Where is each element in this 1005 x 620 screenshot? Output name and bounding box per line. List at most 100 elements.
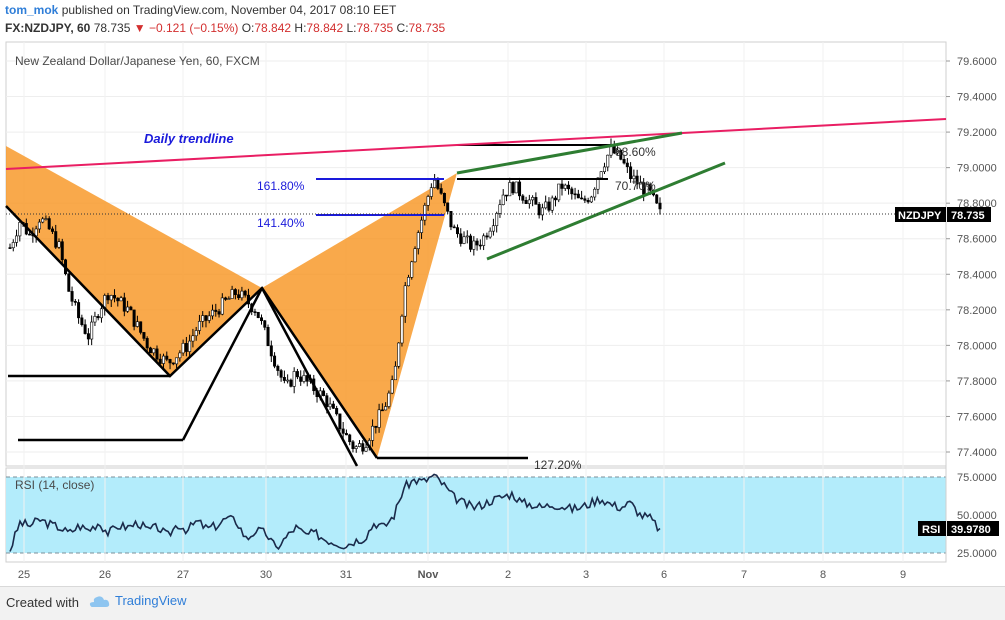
candle-body — [47, 218, 51, 230]
candle-body — [256, 311, 260, 319]
candle-body — [295, 371, 299, 378]
fib-161-label: 161.80% — [257, 179, 305, 193]
author-name[interactable]: tom_mok — [5, 3, 59, 17]
daily-trendline[interactable] — [5, 118, 947, 170]
candle-body — [586, 200, 590, 203]
candle-body — [119, 297, 123, 302]
rsi-title: RSI (14, close) — [15, 478, 94, 492]
price-chart[interactable]: New Zealand Dollar/Japanese Yen, 60, FXC… — [0, 0, 1005, 586]
time-tick-label: 25 — [18, 569, 30, 581]
candle-body — [129, 306, 133, 311]
candle-body — [175, 357, 179, 365]
candle-body — [557, 183, 561, 201]
candle-body — [567, 184, 571, 190]
candle-body — [273, 355, 277, 367]
candle-body — [116, 297, 120, 302]
candle-body — [233, 289, 237, 295]
candle-body — [93, 316, 97, 323]
candle-body — [580, 197, 584, 200]
candle-body — [148, 347, 152, 354]
candle-body — [384, 406, 388, 411]
candle-body — [397, 342, 401, 367]
time-tick-label: 9 — [900, 569, 906, 581]
price-tick-label: 79.6000 — [957, 56, 997, 68]
time-tick-label: 31 — [340, 569, 352, 581]
fib-127-label: 127.20% — [534, 458, 582, 472]
candle-body — [452, 226, 456, 229]
candle-body — [60, 241, 64, 261]
candle-body — [371, 425, 375, 441]
candle-body — [168, 359, 172, 364]
candle-body — [550, 197, 554, 211]
candle-body — [266, 327, 270, 347]
candle-body — [488, 230, 492, 238]
candle-body — [227, 298, 231, 300]
candle-body — [374, 425, 378, 428]
price-tag-value: 78.735 — [951, 210, 985, 222]
candle-body — [197, 321, 201, 331]
candle-body — [113, 295, 117, 299]
rsi-tag-label-bg — [918, 521, 946, 536]
pattern-leg-down — [260, 287, 359, 467]
candle-body — [380, 409, 384, 412]
candle-body — [632, 175, 636, 180]
time-axis-labels: 25 26 27 30 31 Nov 2 3 6 7 8 9 — [18, 569, 906, 581]
price-axis[interactable] — [946, 42, 1005, 562]
candle-body — [96, 316, 100, 319]
candle-body — [341, 428, 345, 434]
candle-body — [325, 395, 329, 408]
time-tick-label: 3 — [583, 569, 589, 581]
candle-body — [155, 348, 159, 360]
time-tick-label: 6 — [661, 569, 667, 581]
candle-body — [57, 241, 61, 248]
candle-body — [498, 204, 502, 214]
candle-body — [207, 315, 211, 321]
candle-body — [521, 195, 525, 201]
candle-body — [508, 182, 512, 197]
price-tick-label: 79.4000 — [957, 92, 997, 104]
tradingview-cloud-icon — [89, 596, 110, 607]
candle-body — [302, 375, 306, 382]
candle-body — [482, 235, 486, 246]
channel-upper-line[interactable] — [456, 131, 683, 175]
candle-body — [459, 233, 463, 244]
candle-body — [289, 379, 293, 387]
candle-body — [158, 358, 162, 364]
candle-body — [184, 343, 188, 352]
candle-body — [616, 149, 620, 154]
channel-lower-line[interactable] — [486, 161, 726, 261]
price-tick-label: 78.4000 — [957, 269, 997, 281]
rsi-band — [6, 477, 946, 553]
rsi-line-group — [9, 473, 661, 552]
candle-body — [181, 343, 185, 354]
candle-body — [433, 179, 437, 188]
candle-body — [560, 183, 564, 189]
price-tag-label: NZDJPY — [898, 210, 942, 222]
candle-body — [73, 301, 77, 303]
rsi-tag-label: RSI — [922, 524, 940, 536]
price-axis-labels: 77.4000 77.6000 77.8000 78.0000 78.2000 78.40… — [946, 56, 997, 560]
candle-body — [357, 443, 361, 447]
candle-body — [269, 345, 273, 357]
rsi-tag-value: 39.9780 — [951, 524, 991, 536]
candle-body — [602, 166, 606, 172]
tradingview-link[interactable]: TradingView — [115, 593, 187, 608]
candle-body — [54, 231, 58, 248]
pattern-zigzag — [5, 205, 379, 459]
fib-141-label: 141.40% — [257, 216, 305, 230]
candle-body — [638, 182, 642, 185]
candle-body — [583, 198, 587, 201]
candle-body — [194, 330, 198, 337]
candle-body — [622, 159, 626, 164]
close-label: C: — [396, 21, 409, 35]
candle-body — [263, 320, 267, 328]
candle-body — [436, 179, 440, 189]
candle-body — [534, 197, 538, 205]
rsi-tick-label: 50.0000 — [957, 510, 997, 522]
time-tick-label: 2 — [505, 569, 511, 581]
candle-body — [44, 218, 48, 220]
pattern-left-fill — [6, 146, 262, 376]
candle-body — [485, 235, 489, 238]
rsi-tick-label: 75.0000 — [957, 472, 997, 484]
price-tick-label: 79.2000 — [957, 127, 997, 139]
